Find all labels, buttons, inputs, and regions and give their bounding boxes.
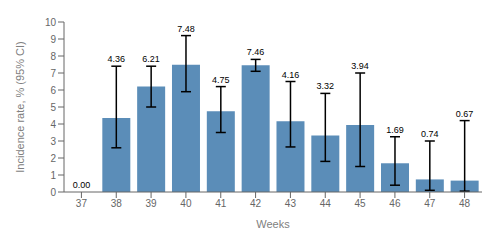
svg-text:44: 44 xyxy=(320,198,332,209)
svg-text:48: 48 xyxy=(459,198,471,209)
svg-text:47: 47 xyxy=(424,198,436,209)
svg-text:7.48: 7.48 xyxy=(177,24,195,34)
svg-text:41: 41 xyxy=(215,198,227,209)
svg-text:3.32: 3.32 xyxy=(316,81,334,91)
svg-text:3.94: 3.94 xyxy=(351,61,369,71)
svg-text:0.74: 0.74 xyxy=(421,129,439,139)
svg-text:4.36: 4.36 xyxy=(107,54,125,64)
svg-text:2: 2 xyxy=(50,153,56,164)
svg-text:45: 45 xyxy=(355,198,367,209)
svg-text:6: 6 xyxy=(50,85,56,96)
svg-text:40: 40 xyxy=(180,198,192,209)
svg-text:39: 39 xyxy=(146,198,158,209)
svg-text:8: 8 xyxy=(50,51,56,62)
svg-text:38: 38 xyxy=(111,198,123,209)
svg-text:0.00: 0.00 xyxy=(73,180,91,190)
svg-text:6.21: 6.21 xyxy=(142,54,160,64)
svg-text:1.69: 1.69 xyxy=(386,125,404,135)
svg-text:Weeks: Weeks xyxy=(256,218,290,230)
svg-text:7.46: 7.46 xyxy=(247,47,265,57)
svg-text:43: 43 xyxy=(285,198,297,209)
svg-text:10: 10 xyxy=(45,17,57,28)
svg-text:1: 1 xyxy=(50,170,56,181)
svg-text:5: 5 xyxy=(50,102,56,113)
svg-text:7: 7 xyxy=(50,68,56,79)
svg-text:37: 37 xyxy=(76,198,88,209)
svg-text:Incidence rate, % (95% CI): Incidence rate, % (95% CI) xyxy=(14,41,26,172)
svg-text:46: 46 xyxy=(389,198,401,209)
svg-text:3: 3 xyxy=(50,136,56,147)
svg-text:4.75: 4.75 xyxy=(212,75,230,85)
svg-text:4: 4 xyxy=(50,119,56,130)
svg-text:0.67: 0.67 xyxy=(456,109,474,119)
svg-text:9: 9 xyxy=(50,34,56,45)
svg-text:42: 42 xyxy=(250,198,262,209)
svg-text:0: 0 xyxy=(50,187,56,198)
svg-text:4.16: 4.16 xyxy=(282,70,300,80)
